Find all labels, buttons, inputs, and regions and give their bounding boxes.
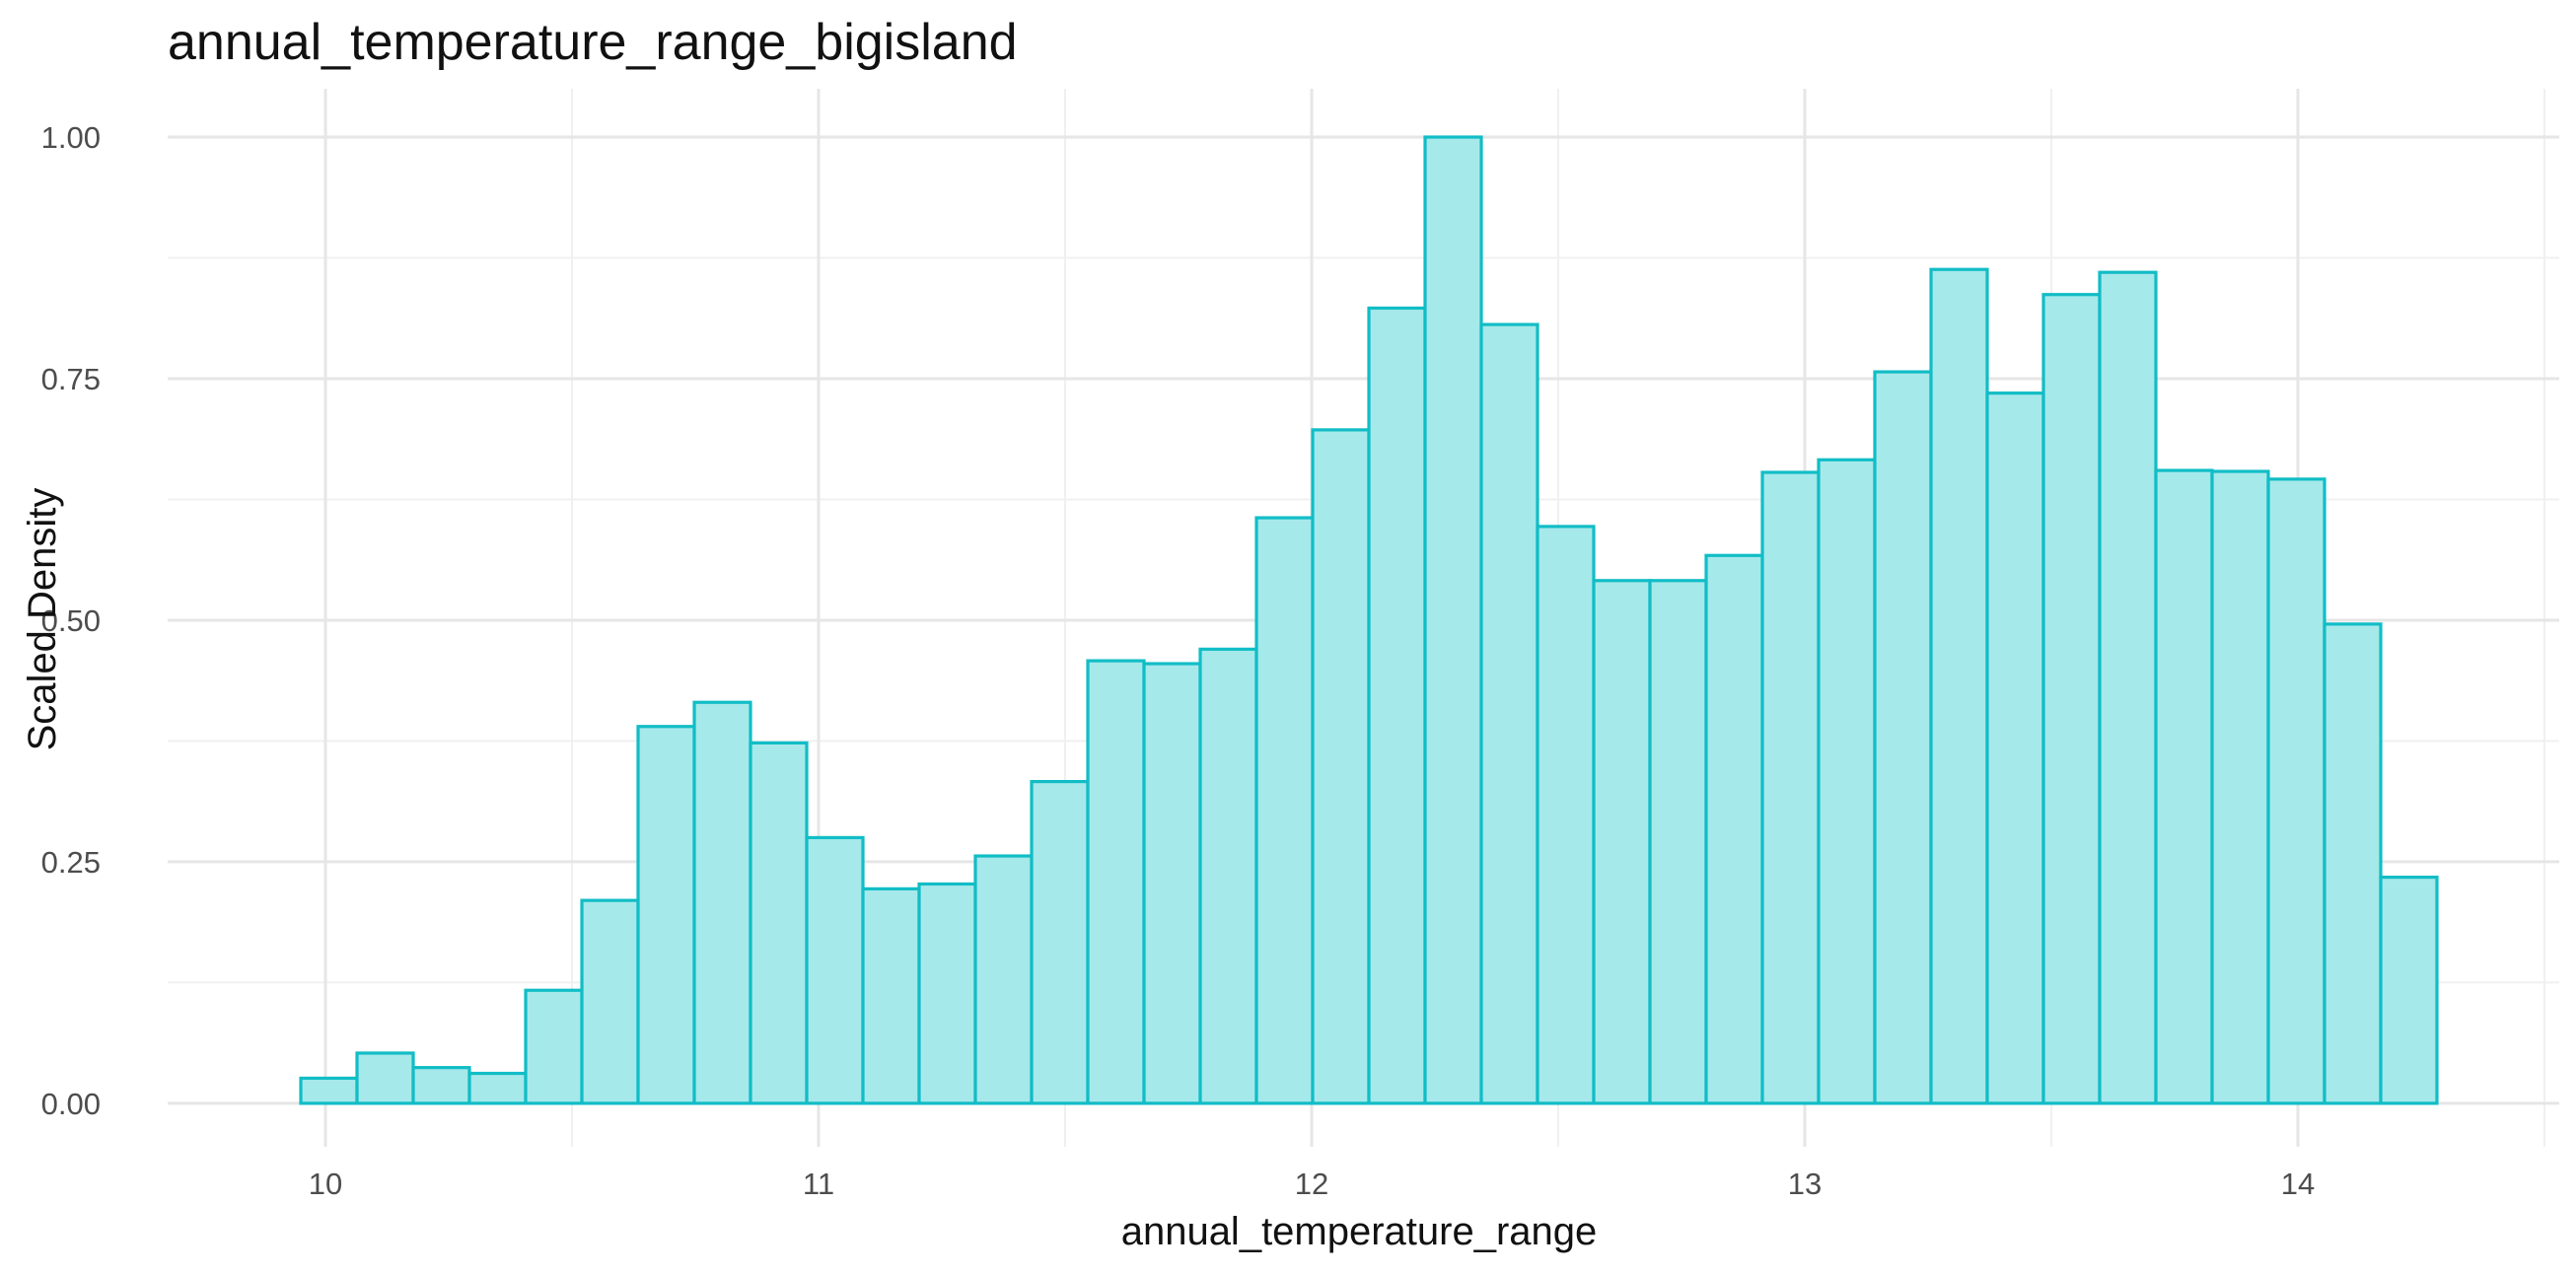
histogram-bar <box>1760 470 1821 1105</box>
histogram-bar <box>749 741 809 1105</box>
histogram-bar <box>1254 516 1315 1105</box>
histogram-bar <box>299 1076 359 1105</box>
histogram-bar <box>2266 477 2326 1105</box>
x-tick-label: 11 <box>803 1167 834 1201</box>
histogram-bar <box>861 886 921 1105</box>
histogram-bar <box>692 700 752 1105</box>
histogram-bar <box>1311 428 1371 1105</box>
histogram-bar <box>1030 779 1090 1105</box>
histogram-bar <box>1929 267 1989 1105</box>
histogram-bar <box>1536 525 1596 1105</box>
histogram-bar <box>1592 579 1652 1105</box>
histogram-bar <box>1704 553 1764 1105</box>
histogram-bar <box>1479 322 1539 1105</box>
histogram-bar <box>805 835 865 1105</box>
histogram-bar <box>355 1051 415 1105</box>
histogram-bar <box>2098 270 2158 1105</box>
histogram-bar <box>636 725 696 1105</box>
histogram-bar <box>2379 876 2439 1105</box>
y-tick-label: 0.00 <box>41 1087 101 1121</box>
x-axis-tick-labels: 10 11 12 13 14 <box>309 1167 2315 1201</box>
histogram-bar <box>1198 647 1258 1105</box>
histogram-bar <box>2041 293 2102 1105</box>
histogram-bar <box>1423 135 1483 1105</box>
y-tick-label: 0.25 <box>41 845 101 880</box>
y-tick-label: 1.00 <box>41 120 101 155</box>
histogram-bar <box>1985 391 2045 1105</box>
histogram-bar <box>411 1066 471 1105</box>
y-tick-label: 0.75 <box>41 362 101 396</box>
histogram-bar <box>1817 458 1877 1105</box>
histogram-bar <box>917 882 977 1105</box>
chart-title: annual_temperature_range_bigisland <box>168 14 1018 71</box>
histogram-bar <box>973 854 1034 1105</box>
x-tick-label: 13 <box>1788 1167 1822 1201</box>
x-axis-title: annual_temperature_range <box>1121 1210 1598 1253</box>
y-axis-tick-labels: 0.00 0.25 0.50 0.75 1.00 <box>41 120 101 1121</box>
histogram-bar <box>1873 370 1933 1105</box>
x-tick-label: 10 <box>309 1167 342 1201</box>
y-tick-label: 0.50 <box>41 603 101 638</box>
x-tick-label: 14 <box>2281 1167 2315 1201</box>
y-axis-title: Scaled Density <box>21 488 64 751</box>
histogram-bar <box>1142 662 1202 1105</box>
histogram-bar <box>2210 469 2270 1105</box>
histogram-bars <box>299 135 2439 1105</box>
histogram-bar <box>524 988 584 1105</box>
histogram-bar <box>1367 306 1427 1105</box>
histogram-bar <box>467 1071 528 1105</box>
histogram-bar <box>1648 579 1708 1105</box>
histogram-bar <box>2323 622 2383 1105</box>
histogram-bar <box>1086 659 1146 1105</box>
histogram-bar <box>2154 468 2214 1105</box>
histogram-bar <box>580 898 640 1105</box>
x-tick-label: 12 <box>1295 1167 1328 1201</box>
